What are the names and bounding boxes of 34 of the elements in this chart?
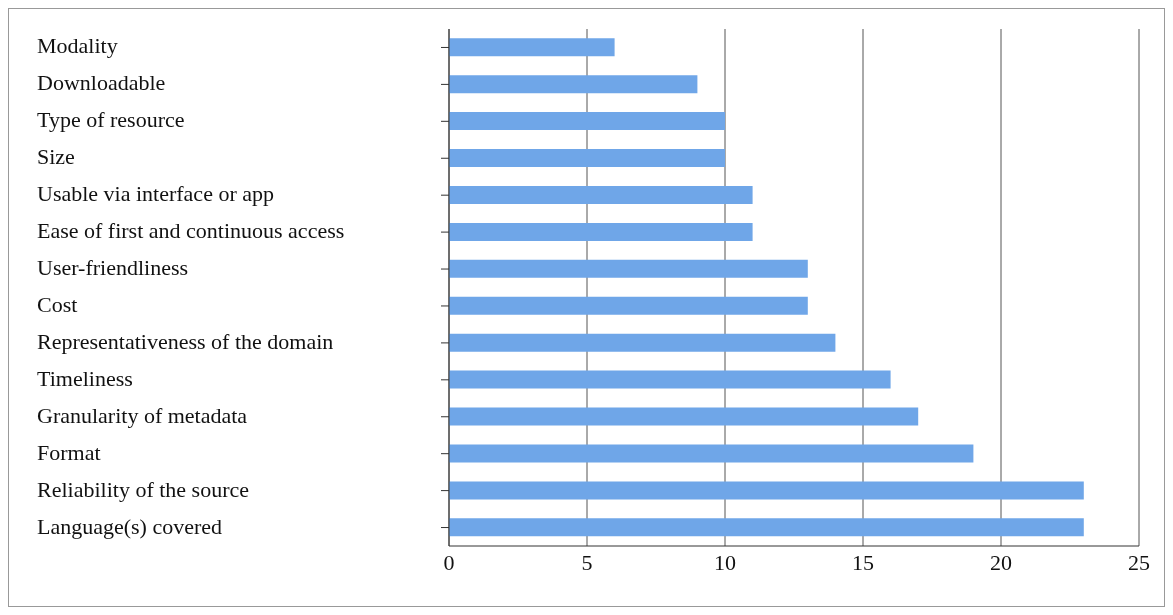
bar (449, 518, 1084, 537)
bar (449, 185, 753, 204)
bar (449, 370, 891, 389)
y-tick-label: Language(s) covered (37, 513, 223, 539)
bar (449, 112, 725, 131)
y-tick-label: Modality (37, 33, 118, 59)
y-tick-label: Size (37, 144, 75, 170)
bar (449, 75, 698, 94)
y-tick-label: Representativeness of the domain (37, 328, 334, 354)
y-tick-label: Type of resource (37, 107, 185, 133)
bar (449, 296, 808, 315)
x-tick-label: 10 (714, 549, 736, 575)
bar (449, 149, 725, 168)
x-tick-label: 15 (852, 549, 874, 575)
y-tick-label: Format (37, 439, 101, 465)
bar (449, 333, 836, 352)
x-tick-label: 25 (1128, 549, 1150, 575)
bar (449, 222, 753, 241)
x-tick-label: 0 (443, 549, 455, 575)
y-tick-label: Reliability of the source (37, 476, 249, 502)
y-tick-label: Granularity of metadata (37, 402, 248, 428)
x-tick-label: 20 (990, 549, 1012, 575)
bar (449, 444, 974, 463)
bar (449, 407, 919, 426)
y-tick-label: Ease of first and continuous access (37, 218, 345, 244)
y-tick-label: Timeliness (37, 365, 133, 391)
bar (449, 38, 615, 57)
y-tick-label: Downloadable (37, 70, 166, 96)
y-tick-label: Usable via interface or app (37, 181, 274, 207)
y-tick-label: User-friendliness (37, 255, 189, 281)
x-tick-label: 5 (581, 549, 593, 575)
y-tick-label: Cost (37, 291, 78, 317)
bar (449, 259, 808, 278)
bar (449, 481, 1084, 500)
